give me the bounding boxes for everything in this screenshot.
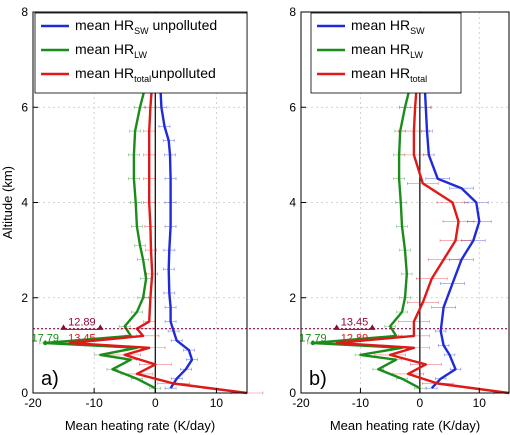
y-tick-label: 8 bbox=[289, 5, 296, 19]
y-tick-label: 6 bbox=[289, 100, 296, 114]
annotation-label: 13.45 bbox=[341, 316, 369, 328]
series-line-sw bbox=[422, 59, 481, 390]
lw-min-marker bbox=[310, 340, 316, 346]
x-tick-label: 0 bbox=[152, 396, 159, 410]
error-bars-sw bbox=[417, 58, 492, 390]
panel-label: b) bbox=[309, 368, 327, 390]
legend: mean HRSW mean HRLW mean HRtotal bbox=[310, 12, 462, 94]
series-line-total bbox=[68, 59, 248, 395]
annotation-label: 12.89 bbox=[341, 333, 369, 345]
y-tick-label: 4 bbox=[289, 196, 296, 210]
series-line-sw bbox=[157, 59, 194, 389]
lw-min-marker bbox=[43, 340, 48, 346]
y-tick-label: 0 bbox=[21, 386, 28, 400]
series-line-total bbox=[335, 59, 510, 395]
legend-entry-label: mean HRSW bbox=[351, 17, 425, 36]
x-tick-label: 0 bbox=[417, 396, 424, 410]
panel-a: 12.89 17.79 13.45 -20 -10 0 10 0 2 4 6 8 Mean heatin… bbox=[0, 5, 264, 433]
x-tick-label: 10 bbox=[473, 396, 487, 410]
y-tick-label: 8 bbox=[21, 5, 28, 19]
annotation-label: 17.79 bbox=[31, 333, 59, 345]
y-tick-label: 6 bbox=[21, 100, 28, 114]
legend-box bbox=[34, 12, 248, 94]
x-axis-title: Mean heating rate (K/day) bbox=[65, 418, 215, 433]
series-line-lw bbox=[311, 59, 421, 390]
x-tick-label: -20 bbox=[292, 396, 310, 410]
y-tick-label: 4 bbox=[21, 196, 28, 210]
panel-label: a) bbox=[41, 368, 59, 390]
x-tick-label: -10 bbox=[352, 396, 370, 410]
legend-entry-label: mean HRLW bbox=[75, 41, 147, 60]
x-tick-label: -20 bbox=[24, 396, 42, 410]
annotation-label: 17.79 bbox=[299, 333, 327, 345]
y-tick-label: 0 bbox=[289, 386, 296, 400]
y-axis-title: Altitude (km) bbox=[0, 166, 15, 239]
panel-b: 13.45 17.79 12.89 -20 -10 0 10 0 2 4 6 8 Mean heatin… bbox=[289, 5, 510, 433]
x-tick-label: 10 bbox=[210, 396, 224, 410]
legend-entry-label: mean HRLW bbox=[351, 41, 423, 60]
annotation-label: 12.89 bbox=[68, 316, 96, 328]
series-line-lw bbox=[44, 59, 156, 390]
annotation-label: 13.45 bbox=[68, 333, 96, 345]
y-tick-label: 2 bbox=[21, 291, 28, 305]
legend-entry-label: mean HRtotalunpolluted bbox=[75, 65, 216, 84]
legend-entry-label: mean HRSW unpolluted bbox=[75, 17, 217, 36]
legend-entry-label: mean HRtotal bbox=[351, 65, 427, 84]
x-tick-label: -10 bbox=[85, 396, 103, 410]
y-tick-label: 2 bbox=[289, 291, 296, 305]
legend: mean HRSW unpolluted mean HRLW mean HRtota… bbox=[34, 12, 248, 94]
x-axis-title: Mean heating rate (K/day) bbox=[330, 418, 480, 433]
